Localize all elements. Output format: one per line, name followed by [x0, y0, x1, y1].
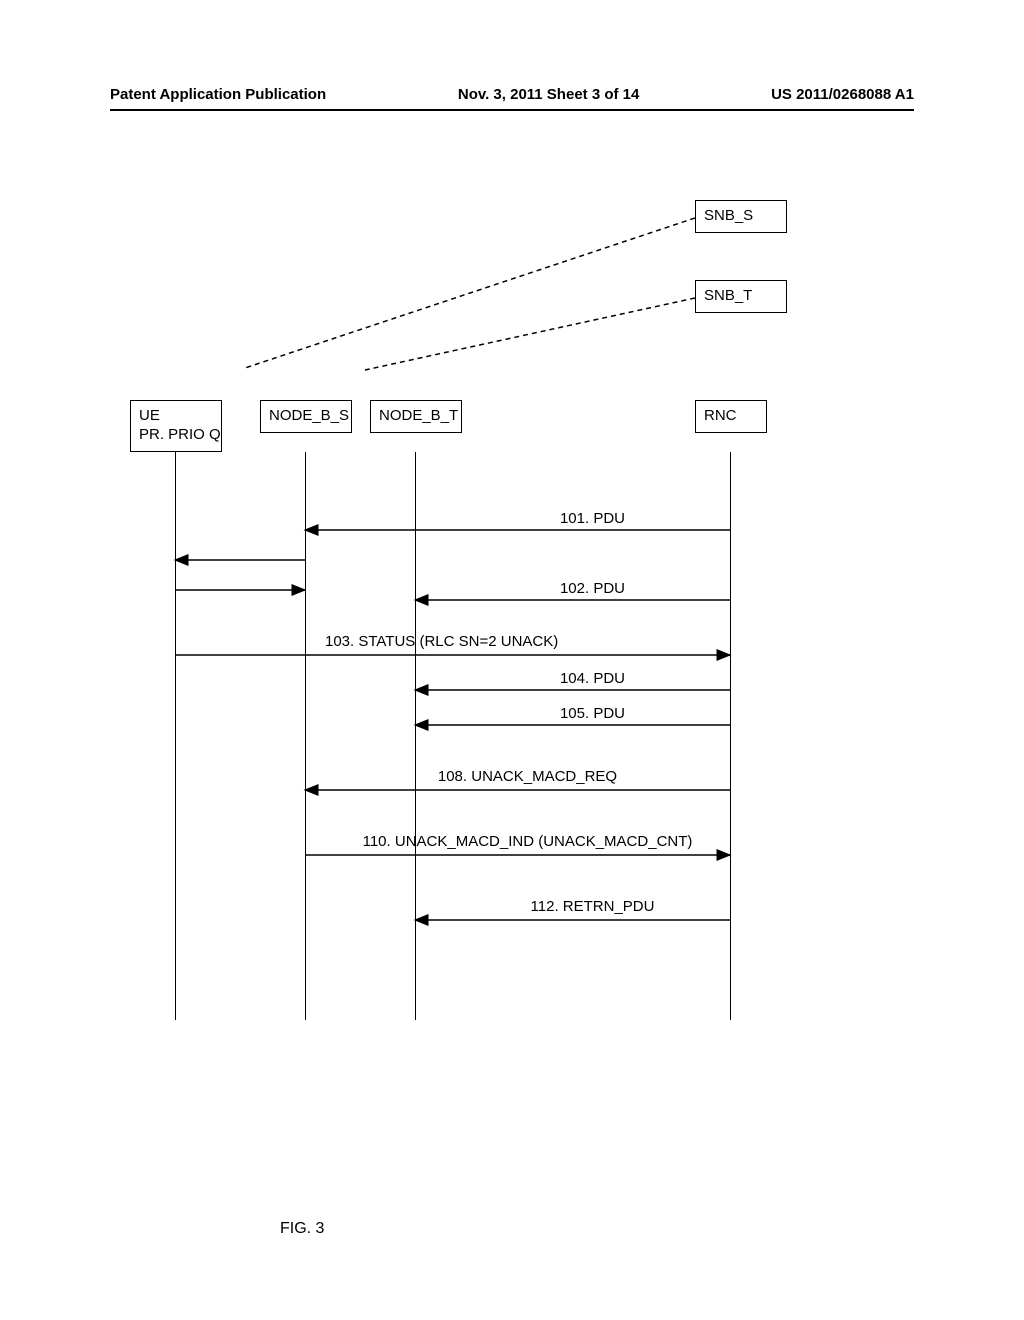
- header-center: Nov. 3, 2011 Sheet 3 of 14: [458, 86, 639, 103]
- msg-label-4: 103. STATUS (RLC SN=2 UNACK): [325, 633, 558, 650]
- msg-label-8: 110. UNACK_MACD_IND (UNACK_MACD_CNT): [348, 833, 708, 850]
- msg-label-9: 112. RETRN_PDU: [493, 898, 693, 915]
- msg-label-3: 102. PDU: [493, 580, 693, 597]
- msg-label-0: 101. PDU: [493, 510, 693, 527]
- lifeline-node_bs: [305, 452, 306, 1020]
- msg-label-6: 105. PDU: [493, 705, 693, 722]
- msg-label-5: 104. PDU: [493, 670, 693, 687]
- lifeline-rnc: [730, 452, 731, 1020]
- lifeline-node_bt: [415, 452, 416, 1020]
- header-right: US 2011/0268088 A1: [771, 86, 914, 103]
- figure-label-text: FIG. 3: [280, 1220, 324, 1237]
- msg-label-7: 108. UNACK_MACD_REQ: [348, 768, 708, 785]
- header-left: Patent Application Publication: [110, 86, 326, 103]
- figure-label: FIG. 3: [280, 1220, 324, 1238]
- arrows-layer: [120, 200, 900, 1060]
- lifeline-ue: [175, 452, 176, 1020]
- page-header: Patent Application Publication Nov. 3, 2…: [110, 86, 914, 111]
- sequence-diagram: SNB_S SNB_T UE PR. PRIO Q NODE_B_S NODE_…: [120, 200, 900, 1060]
